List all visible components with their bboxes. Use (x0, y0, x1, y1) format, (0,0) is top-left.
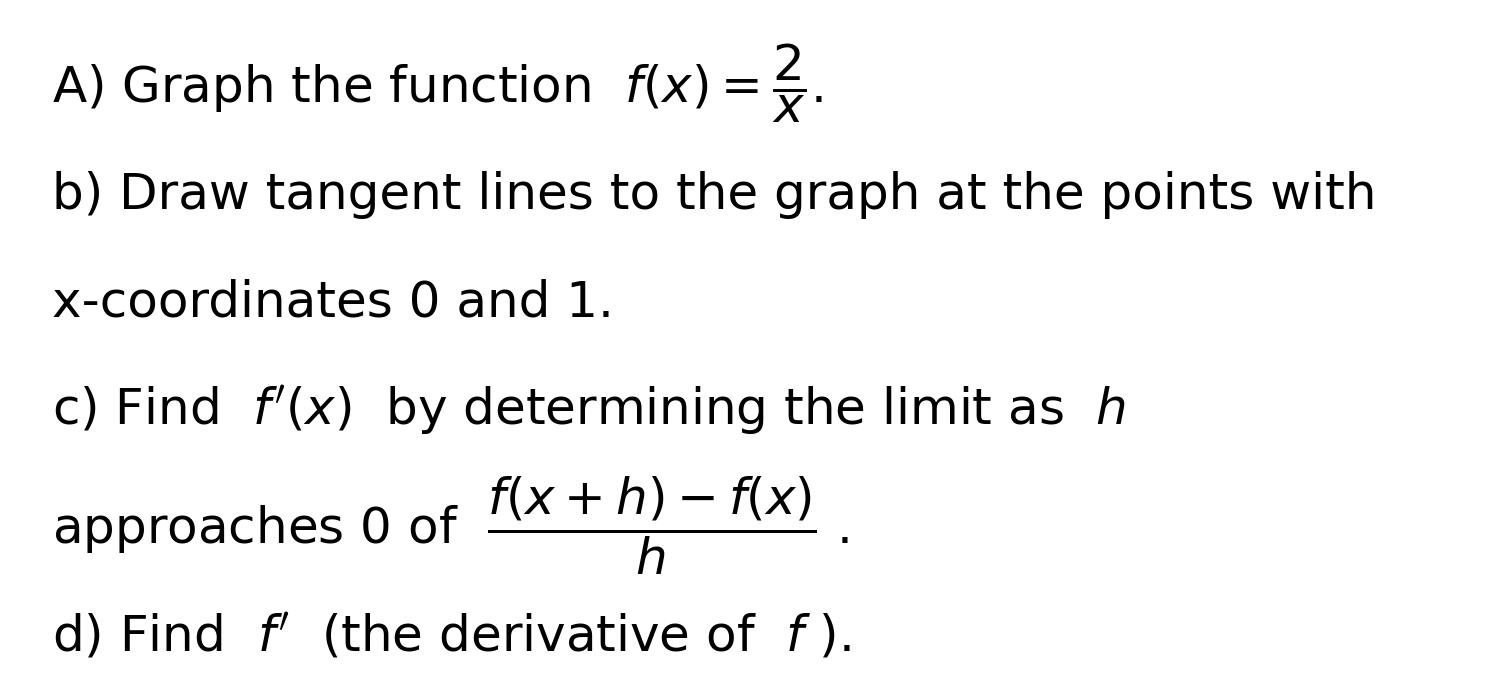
Text: d) Find  $f'$  (the derivative of  $f$ ).: d) Find $f'$ (the derivative of $f$ ). (51, 612, 850, 662)
Text: b) Draw tangent lines to the graph at the points with: b) Draw tangent lines to the graph at th… (51, 171, 1376, 219)
Text: approaches 0 of  $\dfrac{f(x+h)-f(x)}{h}$ .: approaches 0 of $\dfrac{f(x+h)-f(x)}{h}$… (51, 474, 849, 577)
Text: x-coordinates 0 and 1.: x-coordinates 0 and 1. (51, 279, 614, 326)
Text: c) Find  $f'(x)$  by determining the limit as  $h$: c) Find $f'(x)$ by determining the limit… (51, 383, 1126, 438)
Text: A) Graph the function  $f(x) = \dfrac{2}{x}$.: A) Graph the function $f(x) = \dfrac{2}{… (51, 42, 822, 125)
